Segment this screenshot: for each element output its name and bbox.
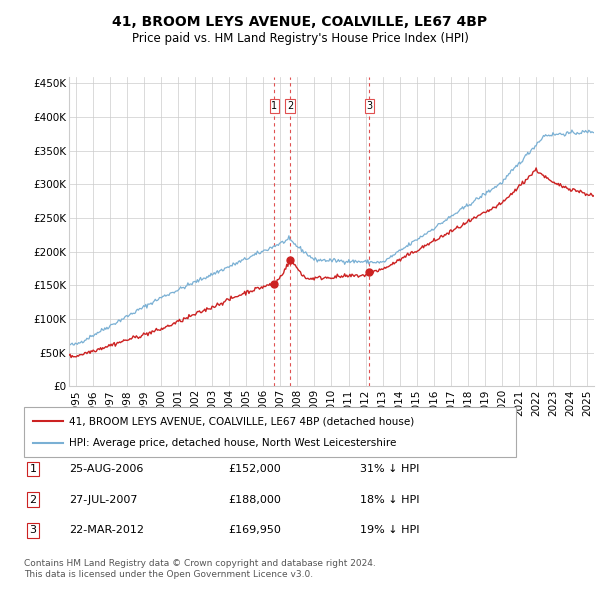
Text: 25-AUG-2006: 25-AUG-2006 [69, 464, 143, 474]
Text: £169,950: £169,950 [228, 526, 281, 535]
Text: 1: 1 [29, 464, 37, 474]
Text: 18% ↓ HPI: 18% ↓ HPI [360, 495, 419, 504]
Text: 41, BROOM LEYS AVENUE, COALVILLE, LE67 4BP: 41, BROOM LEYS AVENUE, COALVILLE, LE67 4… [112, 15, 488, 29]
Text: 2: 2 [29, 495, 37, 504]
Text: Contains HM Land Registry data © Crown copyright and database right 2024.
This d: Contains HM Land Registry data © Crown c… [24, 559, 376, 579]
Text: £152,000: £152,000 [228, 464, 281, 474]
Text: 3: 3 [366, 101, 373, 111]
Text: 41, BROOM LEYS AVENUE, COALVILLE, LE67 4BP (detached house): 41, BROOM LEYS AVENUE, COALVILLE, LE67 4… [69, 416, 414, 426]
Text: 27-JUL-2007: 27-JUL-2007 [69, 495, 137, 504]
Text: £188,000: £188,000 [228, 495, 281, 504]
Text: 1: 1 [271, 101, 277, 111]
Text: 31% ↓ HPI: 31% ↓ HPI [360, 464, 419, 474]
Text: Price paid vs. HM Land Registry's House Price Index (HPI): Price paid vs. HM Land Registry's House … [131, 32, 469, 45]
Text: 19% ↓ HPI: 19% ↓ HPI [360, 526, 419, 535]
Text: 3: 3 [29, 526, 37, 535]
Text: 22-MAR-2012: 22-MAR-2012 [69, 526, 144, 535]
Text: 2: 2 [287, 101, 293, 111]
Text: HPI: Average price, detached house, North West Leicestershire: HPI: Average price, detached house, Nort… [69, 438, 397, 448]
